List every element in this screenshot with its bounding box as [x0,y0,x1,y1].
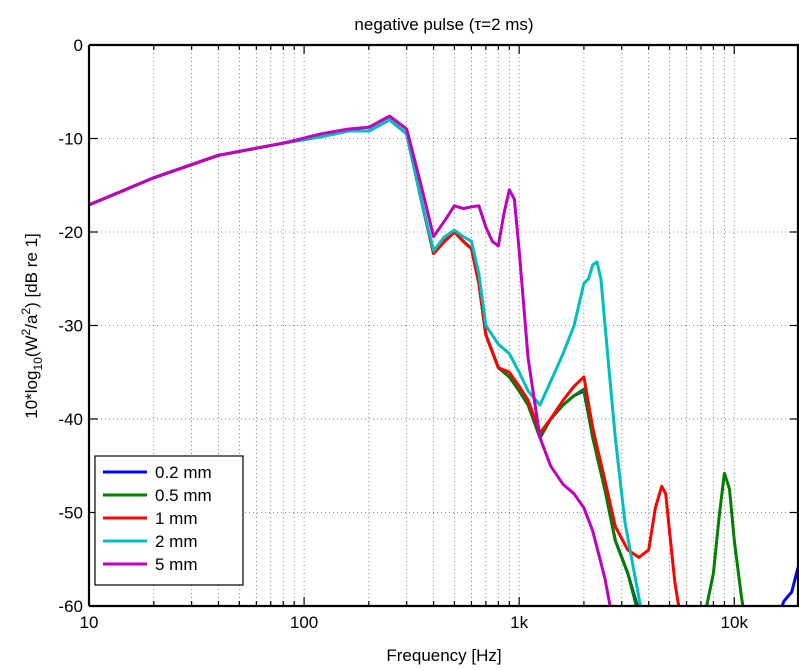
legend-label: 1 mm [155,509,198,528]
x-tick-label: 10k [721,613,749,632]
legend-label: 2 mm [155,532,198,551]
y-tick-label: -10 [58,130,83,149]
y-label-sup1: 2 [19,328,33,335]
y-label-mid: (W [22,335,41,357]
x-tick-label: 1k [510,613,528,632]
y-tick-label: -20 [58,223,83,242]
chart-title: negative pulse (τ=2 ms) [354,15,533,34]
y-label-sup2: 2 [19,308,33,315]
y-axis-label: 10*log10(W2/a2) [dB re 1] [19,233,45,419]
grid [89,45,799,606]
y-tick-label: -30 [58,317,83,336]
legend-label: 0.2 mm [155,463,212,482]
y-label-sub: 10 [31,357,45,371]
y-label-post: ) [dB re 1] [22,233,41,308]
axes: 10 100 1k 10k 0 -10 -20 -30 -40 -50 -60 [58,36,799,632]
legend-box [94,455,244,586]
legend: 0.2 mm 0.5 mm 1 mm 2 mm 5 mm [94,455,244,586]
y-label-slash: /a [22,314,41,329]
y-tick-label: -50 [58,504,83,523]
series-line-5-mm [89,114,612,606]
x-tick-label: 100 [290,613,318,632]
series-line-2-mm [89,118,643,606]
x-tick-label: 10 [80,613,99,632]
series-group [89,114,799,606]
y-tick-label: -40 [58,410,83,429]
legend-label: 0.5 mm [155,486,212,505]
y-label-pre: 10*log [22,371,41,419]
y-tick-label: -60 [58,597,83,616]
x-axis-label: Frequency [Hz] [386,646,501,665]
legend-label: 5 mm [155,555,198,574]
y-tick-label: 0 [74,36,83,55]
